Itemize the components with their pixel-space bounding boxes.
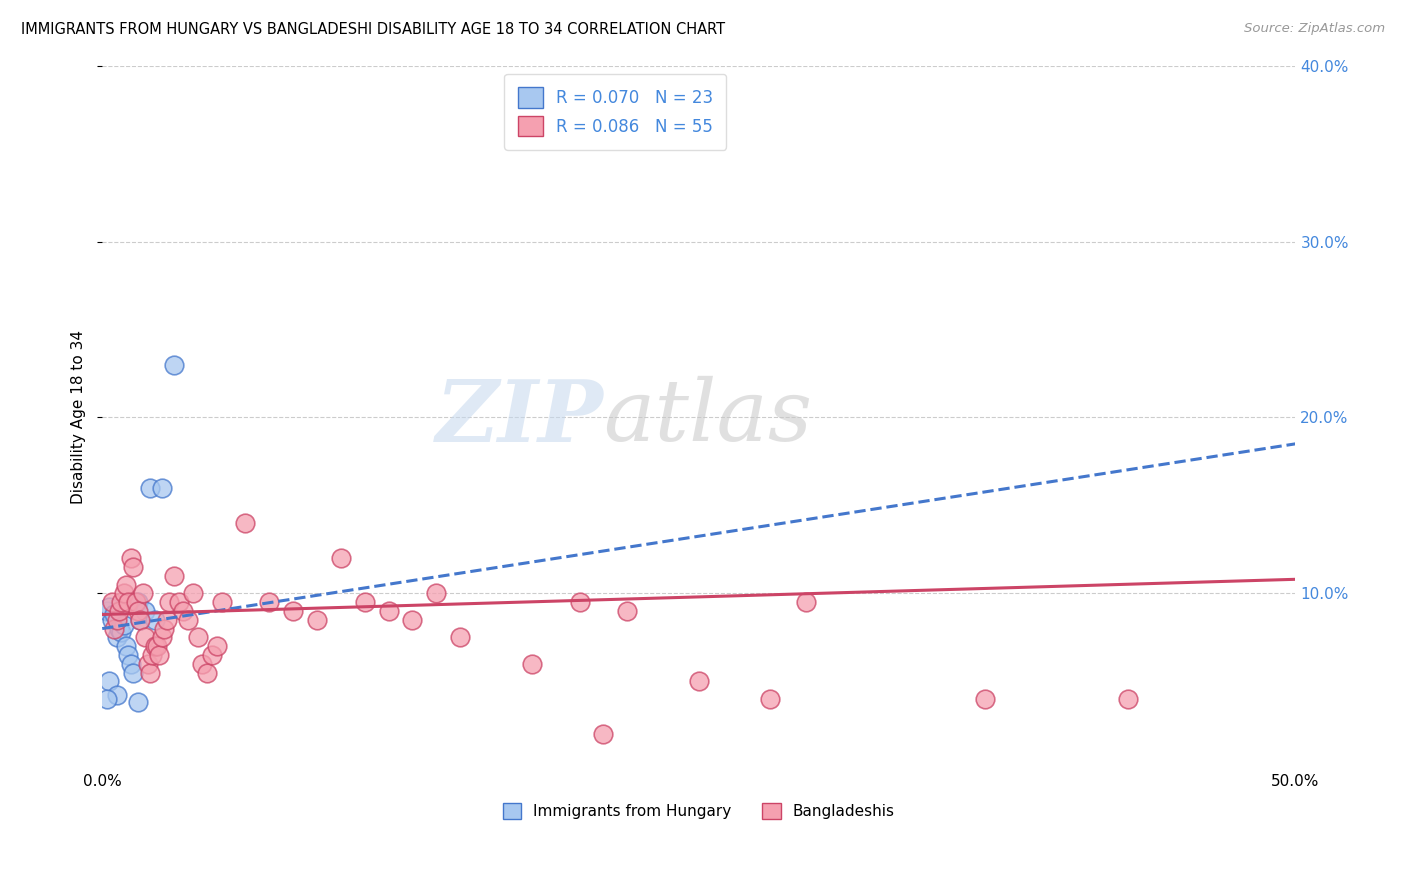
- Point: [143, 639, 166, 653]
- Point: [115, 639, 138, 653]
- Point: [794, 595, 817, 609]
- Point: [96, 692, 118, 706]
- Point: [115, 577, 138, 591]
- Point: [117, 595, 139, 609]
- Point: [124, 595, 146, 609]
- Point: [616, 604, 638, 618]
- Point: [163, 358, 186, 372]
- Point: [259, 595, 281, 609]
- Point: [150, 481, 173, 495]
- Point: [127, 696, 149, 710]
- Point: [103, 622, 125, 636]
- Point: [157, 595, 180, 609]
- Point: [122, 665, 145, 680]
- Point: [141, 648, 163, 662]
- Point: [401, 613, 423, 627]
- Point: [100, 595, 122, 609]
- Point: [281, 604, 304, 618]
- Point: [377, 604, 399, 618]
- Point: [153, 622, 176, 636]
- Point: [150, 631, 173, 645]
- Point: [201, 648, 224, 662]
- Point: [205, 639, 228, 653]
- Text: IMMIGRANTS FROM HUNGARY VS BANGLADESHI DISABILITY AGE 18 TO 34 CORRELATION CHART: IMMIGRANTS FROM HUNGARY VS BANGLADESHI D…: [21, 22, 725, 37]
- Point: [110, 595, 132, 609]
- Point: [134, 631, 156, 645]
- Point: [187, 631, 209, 645]
- Point: [195, 665, 218, 680]
- Point: [191, 657, 214, 671]
- Point: [117, 648, 139, 662]
- Point: [98, 674, 121, 689]
- Point: [127, 595, 149, 609]
- Point: [305, 613, 328, 627]
- Point: [100, 613, 122, 627]
- Y-axis label: Disability Age 18 to 34: Disability Age 18 to 34: [72, 330, 86, 505]
- Point: [98, 600, 121, 615]
- Point: [425, 586, 447, 600]
- Point: [112, 586, 135, 600]
- Point: [105, 689, 128, 703]
- Point: [177, 613, 200, 627]
- Point: [120, 657, 142, 671]
- Point: [592, 727, 614, 741]
- Point: [134, 604, 156, 618]
- Point: [156, 613, 179, 627]
- Point: [181, 586, 204, 600]
- Point: [688, 674, 710, 689]
- Point: [108, 622, 131, 636]
- Point: [143, 613, 166, 627]
- Point: [132, 586, 155, 600]
- Point: [96, 604, 118, 618]
- Point: [163, 568, 186, 582]
- Point: [235, 516, 257, 530]
- Point: [127, 604, 149, 618]
- Point: [120, 551, 142, 566]
- Point: [1118, 692, 1140, 706]
- Point: [211, 595, 233, 609]
- Point: [136, 657, 159, 671]
- Point: [568, 595, 591, 609]
- Point: [974, 692, 997, 706]
- Point: [520, 657, 543, 671]
- Point: [103, 607, 125, 622]
- Point: [129, 613, 152, 627]
- Text: Source: ZipAtlas.com: Source: ZipAtlas.com: [1244, 22, 1385, 36]
- Point: [129, 613, 152, 627]
- Point: [449, 631, 471, 645]
- Text: ZIP: ZIP: [436, 376, 603, 459]
- Point: [139, 665, 162, 680]
- Point: [172, 604, 194, 618]
- Point: [112, 618, 135, 632]
- Point: [759, 692, 782, 706]
- Point: [139, 481, 162, 495]
- Point: [146, 639, 169, 653]
- Text: atlas: atlas: [603, 376, 813, 458]
- Point: [105, 613, 128, 627]
- Point: [167, 595, 190, 609]
- Point: [329, 551, 352, 566]
- Point: [122, 560, 145, 574]
- Point: [108, 604, 131, 618]
- Point: [353, 595, 375, 609]
- Point: [110, 625, 132, 640]
- Point: [148, 648, 170, 662]
- Point: [105, 631, 128, 645]
- Legend: Immigrants from Hungary, Bangladeshis: Immigrants from Hungary, Bangladeshis: [496, 797, 901, 825]
